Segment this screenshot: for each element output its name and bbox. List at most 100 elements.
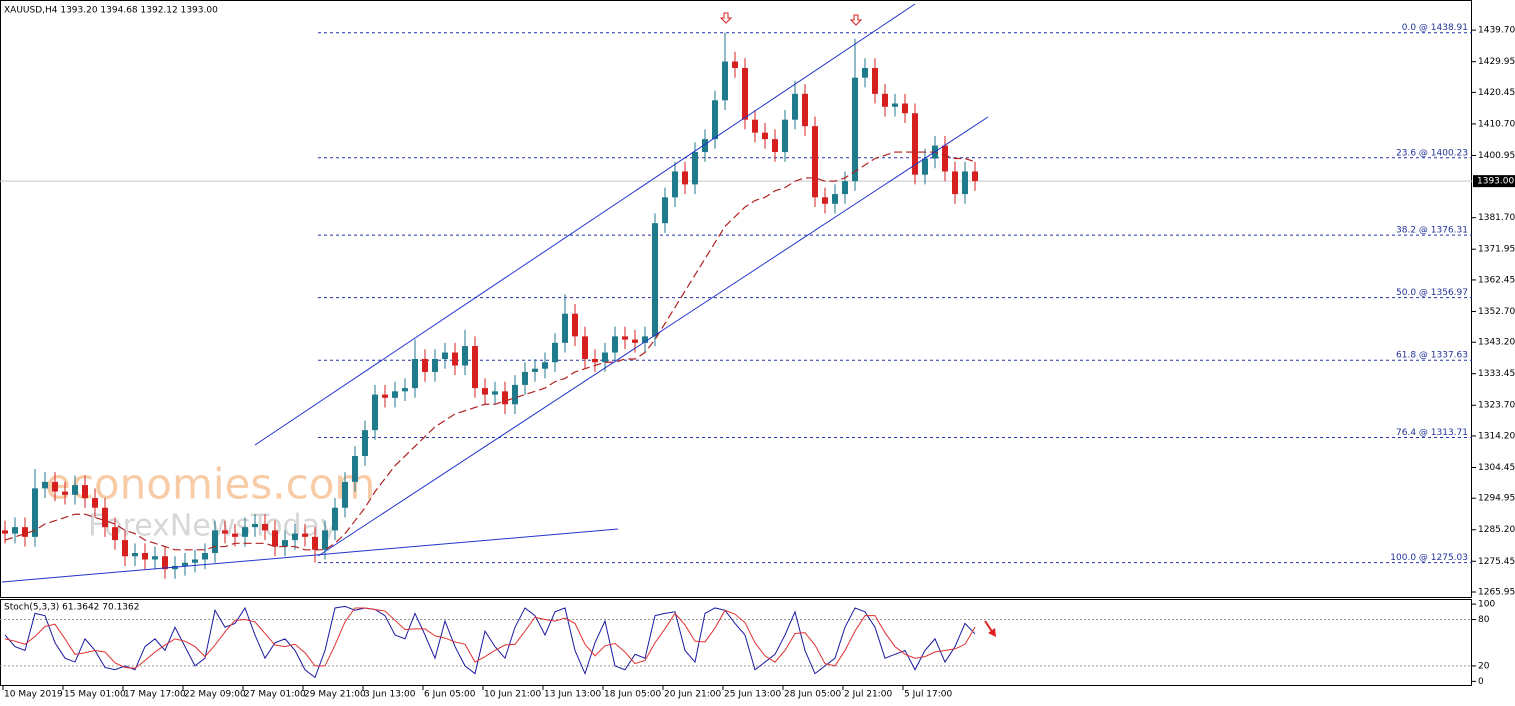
- y-tick-label: 1343.20: [1478, 338, 1515, 348]
- candle-body: [242, 527, 248, 537]
- candle-body: [402, 388, 408, 392]
- candle-body: [702, 139, 708, 153]
- candle-body: [632, 339, 638, 343]
- candle-body: [512, 384, 518, 405]
- fib-label: 23.6 @ 1400.23: [1396, 148, 1468, 158]
- candle-body: [112, 527, 118, 541]
- fib-label: 76.4 @ 1313.71: [1396, 428, 1468, 438]
- x-tick-label: 28 Jun 05:00: [784, 690, 841, 700]
- stoch-line: [4, 607, 976, 669]
- candle-body: [812, 126, 818, 198]
- candle-body: [852, 77, 858, 182]
- candle-body: [232, 533, 238, 537]
- last-price-label: 1393.00: [1477, 177, 1514, 187]
- moving-average: [4, 151, 976, 551]
- candle-body: [672, 171, 678, 198]
- fib-label: 50.0 @ 1356.97: [1396, 288, 1468, 298]
- candle-body: [872, 67, 878, 94]
- candle-body: [222, 530, 228, 534]
- candle-body: [662, 197, 668, 224]
- peak-arrows: [719, 12, 863, 26]
- candle-body: [452, 352, 458, 366]
- x-tick-label: 27 May 01:00: [244, 690, 306, 700]
- y-tick-label: 1304.45: [1478, 463, 1515, 473]
- candle-body: [102, 507, 108, 528]
- y-tick-label: 1429.95: [1478, 57, 1515, 67]
- stoch-arrow: [984, 620, 996, 637]
- candle-body: [902, 103, 908, 114]
- candle-body: [52, 481, 58, 492]
- candle-body: [542, 362, 548, 369]
- candle-body: [82, 485, 88, 499]
- candle-body: [462, 346, 468, 366]
- y-tick-label: 1265.95: [1478, 587, 1515, 597]
- candle-body: [562, 313, 568, 343]
- candle-body: [772, 139, 778, 153]
- candle-body: [192, 559, 198, 563]
- candle-body: [882, 93, 888, 107]
- y-tick-label: 1333.45: [1478, 369, 1515, 379]
- candle-body: [892, 103, 898, 107]
- candle-body: [472, 346, 478, 389]
- stoch-panel: [0, 599, 1472, 686]
- y-tick-label: 1294.95: [1478, 494, 1515, 504]
- candle-body: [72, 485, 78, 495]
- y-tick-label: 1323.70: [1478, 401, 1515, 411]
- candle-body: [322, 530, 328, 550]
- stoch-line: [4, 605, 976, 679]
- x-tick-label: 29 May 21:00: [304, 690, 366, 700]
- candle-body: [732, 61, 738, 68]
- candle-body: [12, 527, 18, 534]
- candle-body: [142, 553, 148, 560]
- candle-body: [312, 536, 318, 550]
- candle-body: [332, 507, 338, 531]
- candle-body: [252, 523, 258, 528]
- candle-body: [522, 371, 528, 385]
- candle-body: [952, 171, 958, 195]
- y-tick-label: 1439.70: [1478, 26, 1515, 36]
- candle-body: [412, 359, 418, 389]
- y-tick-label: 1381.70: [1478, 213, 1515, 223]
- fib-label: 61.8 @ 1337.63: [1396, 351, 1468, 361]
- trend-lines: [1, 3, 989, 583]
- candle-body: [602, 352, 608, 363]
- y-tick-label: 1420.45: [1478, 88, 1515, 98]
- x-tick-label: 5 Jul 17:00: [904, 690, 953, 700]
- candle-body: [802, 93, 808, 127]
- candle-body: [642, 336, 648, 343]
- x-tick-label: 20 Jun 21:00: [664, 690, 721, 700]
- fib-label: 0.0 @ 1438.91: [1402, 23, 1468, 33]
- candle-body: [482, 388, 488, 395]
- peak-arrow: [719, 12, 733, 24]
- candle-body: [302, 533, 308, 537]
- candle-body: [582, 336, 588, 359]
- y-tick-label: 100: [1478, 600, 1495, 610]
- candle-body: [922, 158, 928, 175]
- candle-body: [162, 556, 168, 570]
- candle-body: [342, 481, 348, 508]
- candle-body: [762, 132, 768, 140]
- candle-body: [372, 394, 378, 431]
- candle-body: [32, 488, 38, 537]
- candle-body: [422, 359, 428, 372]
- channel-upper: [254, 3, 916, 446]
- x-tick-label: 18 Jun 05:00: [604, 690, 661, 700]
- candle-body: [122, 540, 128, 557]
- y-tick-label: 1371.95: [1478, 245, 1515, 255]
- candle-body: [612, 336, 618, 353]
- watermark: economies.com ForexNewsToday: [45, 460, 375, 544]
- fib-label: 38.2 @ 1376.31: [1396, 226, 1468, 236]
- candle-body: [492, 391, 498, 395]
- candle-body: [832, 194, 838, 204]
- candle-body: [722, 61, 728, 101]
- candle-body: [2, 530, 8, 534]
- candle-body: [692, 152, 698, 185]
- candle-body: [592, 359, 598, 363]
- chart-title: XAUUSD,H4 1393.20 1394.68 1392.12 1393.0…: [4, 6, 218, 16]
- y-tick-label: 80: [1478, 615, 1490, 625]
- x-tick-label: 22 May 09:00: [184, 690, 246, 700]
- arrow-head: [988, 628, 996, 637]
- candle-body: [782, 119, 788, 153]
